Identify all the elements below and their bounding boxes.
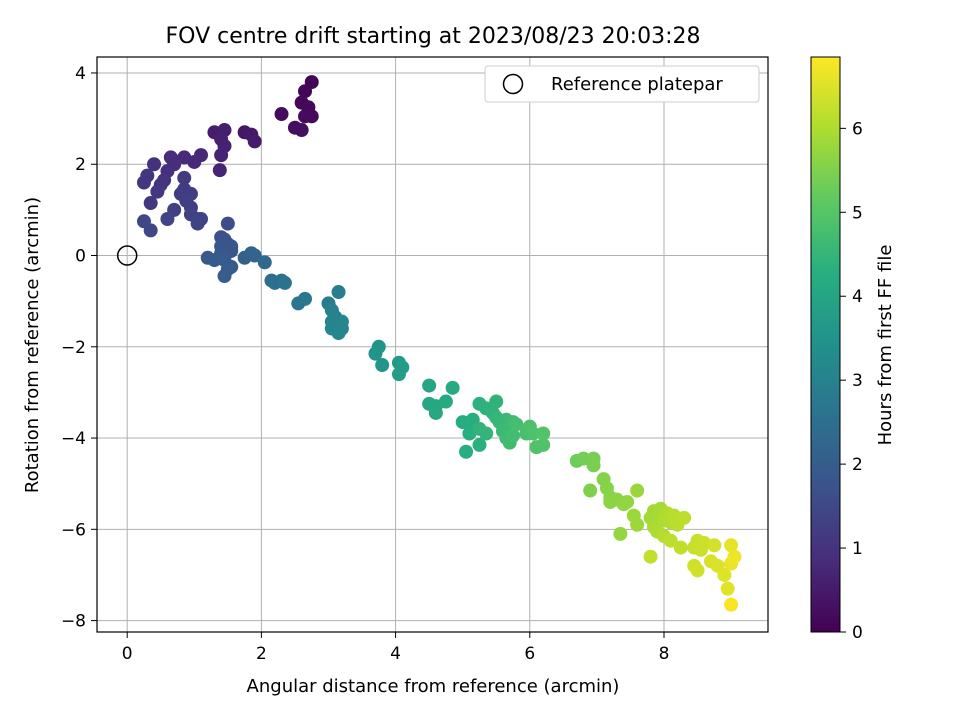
- data-point: [160, 212, 175, 227]
- x-axis-label: Angular distance from reference (arcmin): [247, 676, 620, 697]
- data-point: [727, 549, 742, 564]
- data-point: [277, 275, 292, 290]
- data-point: [143, 196, 158, 211]
- data-point: [334, 314, 349, 329]
- data-point: [583, 483, 598, 498]
- data-point: [459, 444, 474, 459]
- y-tick-label: −2: [61, 338, 86, 358]
- data-point: [445, 380, 460, 395]
- data-point: [220, 216, 235, 231]
- y-tick-label: −8: [61, 612, 86, 632]
- data-point: [331, 285, 346, 300]
- data-point: [489, 394, 504, 409]
- data-point: [724, 597, 739, 612]
- y-tick-label: 4: [75, 64, 86, 84]
- colorbar-tick-label: 2: [852, 455, 863, 475]
- data-point: [371, 339, 386, 354]
- data-point: [143, 223, 158, 238]
- data-point: [620, 494, 635, 509]
- data-point: [391, 367, 406, 382]
- colorbar-ticks: 0 1 2 3 4 5 6: [840, 119, 863, 643]
- data-point: [630, 517, 645, 532]
- data-point: [643, 549, 658, 564]
- data-point: [506, 428, 521, 443]
- y-axis-ticks: −8 −6 −4 −2 0 2 4: [61, 64, 97, 632]
- data-point: [177, 170, 192, 185]
- x-tick-label: 2: [256, 644, 267, 664]
- data-point: [428, 405, 443, 420]
- grid: [97, 57, 768, 632]
- colorbar-tick-label: 5: [852, 203, 863, 223]
- data-point: [190, 216, 205, 231]
- colorbar-tick-label: 0: [852, 623, 863, 643]
- data-point: [212, 163, 227, 178]
- data-point: [717, 567, 732, 582]
- legend: Reference platepar: [484, 65, 760, 103]
- legend-marker-icon: [502, 73, 524, 95]
- data-point: [707, 538, 722, 553]
- colorbar-tick-label: 1: [852, 539, 863, 559]
- data-point: [274, 107, 289, 122]
- data-point: [147, 157, 162, 172]
- data-point: [298, 84, 313, 99]
- data-point: [247, 134, 262, 149]
- data-point: [150, 184, 165, 199]
- data-point: [247, 248, 262, 263]
- data-point: [576, 451, 591, 466]
- x-tick-label: 0: [122, 644, 133, 664]
- data-point: [677, 510, 692, 525]
- data-point: [536, 426, 551, 441]
- x-tick-label: 6: [524, 644, 535, 664]
- data-point: [214, 148, 229, 163]
- reference-platepar-marker: [116, 245, 138, 266]
- data-point: [526, 426, 541, 441]
- colorbar-gradient: [810, 56, 841, 633]
- x-tick-label: 8: [659, 644, 670, 664]
- data-point: [630, 483, 645, 498]
- data-point: [136, 175, 151, 190]
- data-point: [375, 358, 390, 373]
- colorbar: 0 1 2 3 4 5 6 Hours from first FF file: [810, 56, 896, 643]
- colorbar-label: Hours from first FF file: [875, 245, 896, 446]
- data-point: [479, 426, 494, 441]
- data-point: [663, 533, 678, 548]
- colorbar-tick-label: 4: [852, 287, 863, 307]
- data-point: [177, 150, 192, 165]
- data-point: [724, 538, 739, 553]
- data-point: [298, 291, 313, 306]
- x-axis-ticks: 0 2 4 6 8: [122, 632, 670, 664]
- colorbar-tick-label: 6: [852, 119, 863, 139]
- data-point: [217, 269, 232, 284]
- legend-label: Reference platepar: [551, 74, 723, 95]
- y-tick-label: 2: [75, 155, 86, 175]
- data-point: [472, 437, 487, 452]
- data-point: [298, 109, 313, 124]
- y-tick-label: −6: [61, 520, 86, 540]
- data-point: [613, 526, 628, 541]
- x-tick-label: 4: [390, 644, 401, 664]
- data-point: [509, 417, 524, 432]
- legend-box: [484, 65, 760, 103]
- data-point: [586, 458, 601, 473]
- data-point: [536, 437, 551, 452]
- data-point: [257, 255, 272, 270]
- data-point: [673, 540, 688, 555]
- data-point: [422, 378, 437, 393]
- data-point: [294, 123, 309, 138]
- colorbar-tick-label: 3: [852, 371, 863, 391]
- data-points: [136, 75, 742, 612]
- y-axis-label: Rotation from reference (arcmin): [22, 197, 43, 493]
- y-tick-label: −4: [61, 429, 86, 449]
- chart-title: FOV centre drift starting at 2023/08/23 …: [166, 24, 701, 49]
- y-tick-label: 0: [75, 247, 86, 267]
- plot-frame: [96, 56, 769, 633]
- data-point: [720, 581, 735, 596]
- data-point: [331, 326, 346, 341]
- data-point: [207, 253, 222, 268]
- data-point: [690, 563, 705, 578]
- data-point: [438, 394, 453, 409]
